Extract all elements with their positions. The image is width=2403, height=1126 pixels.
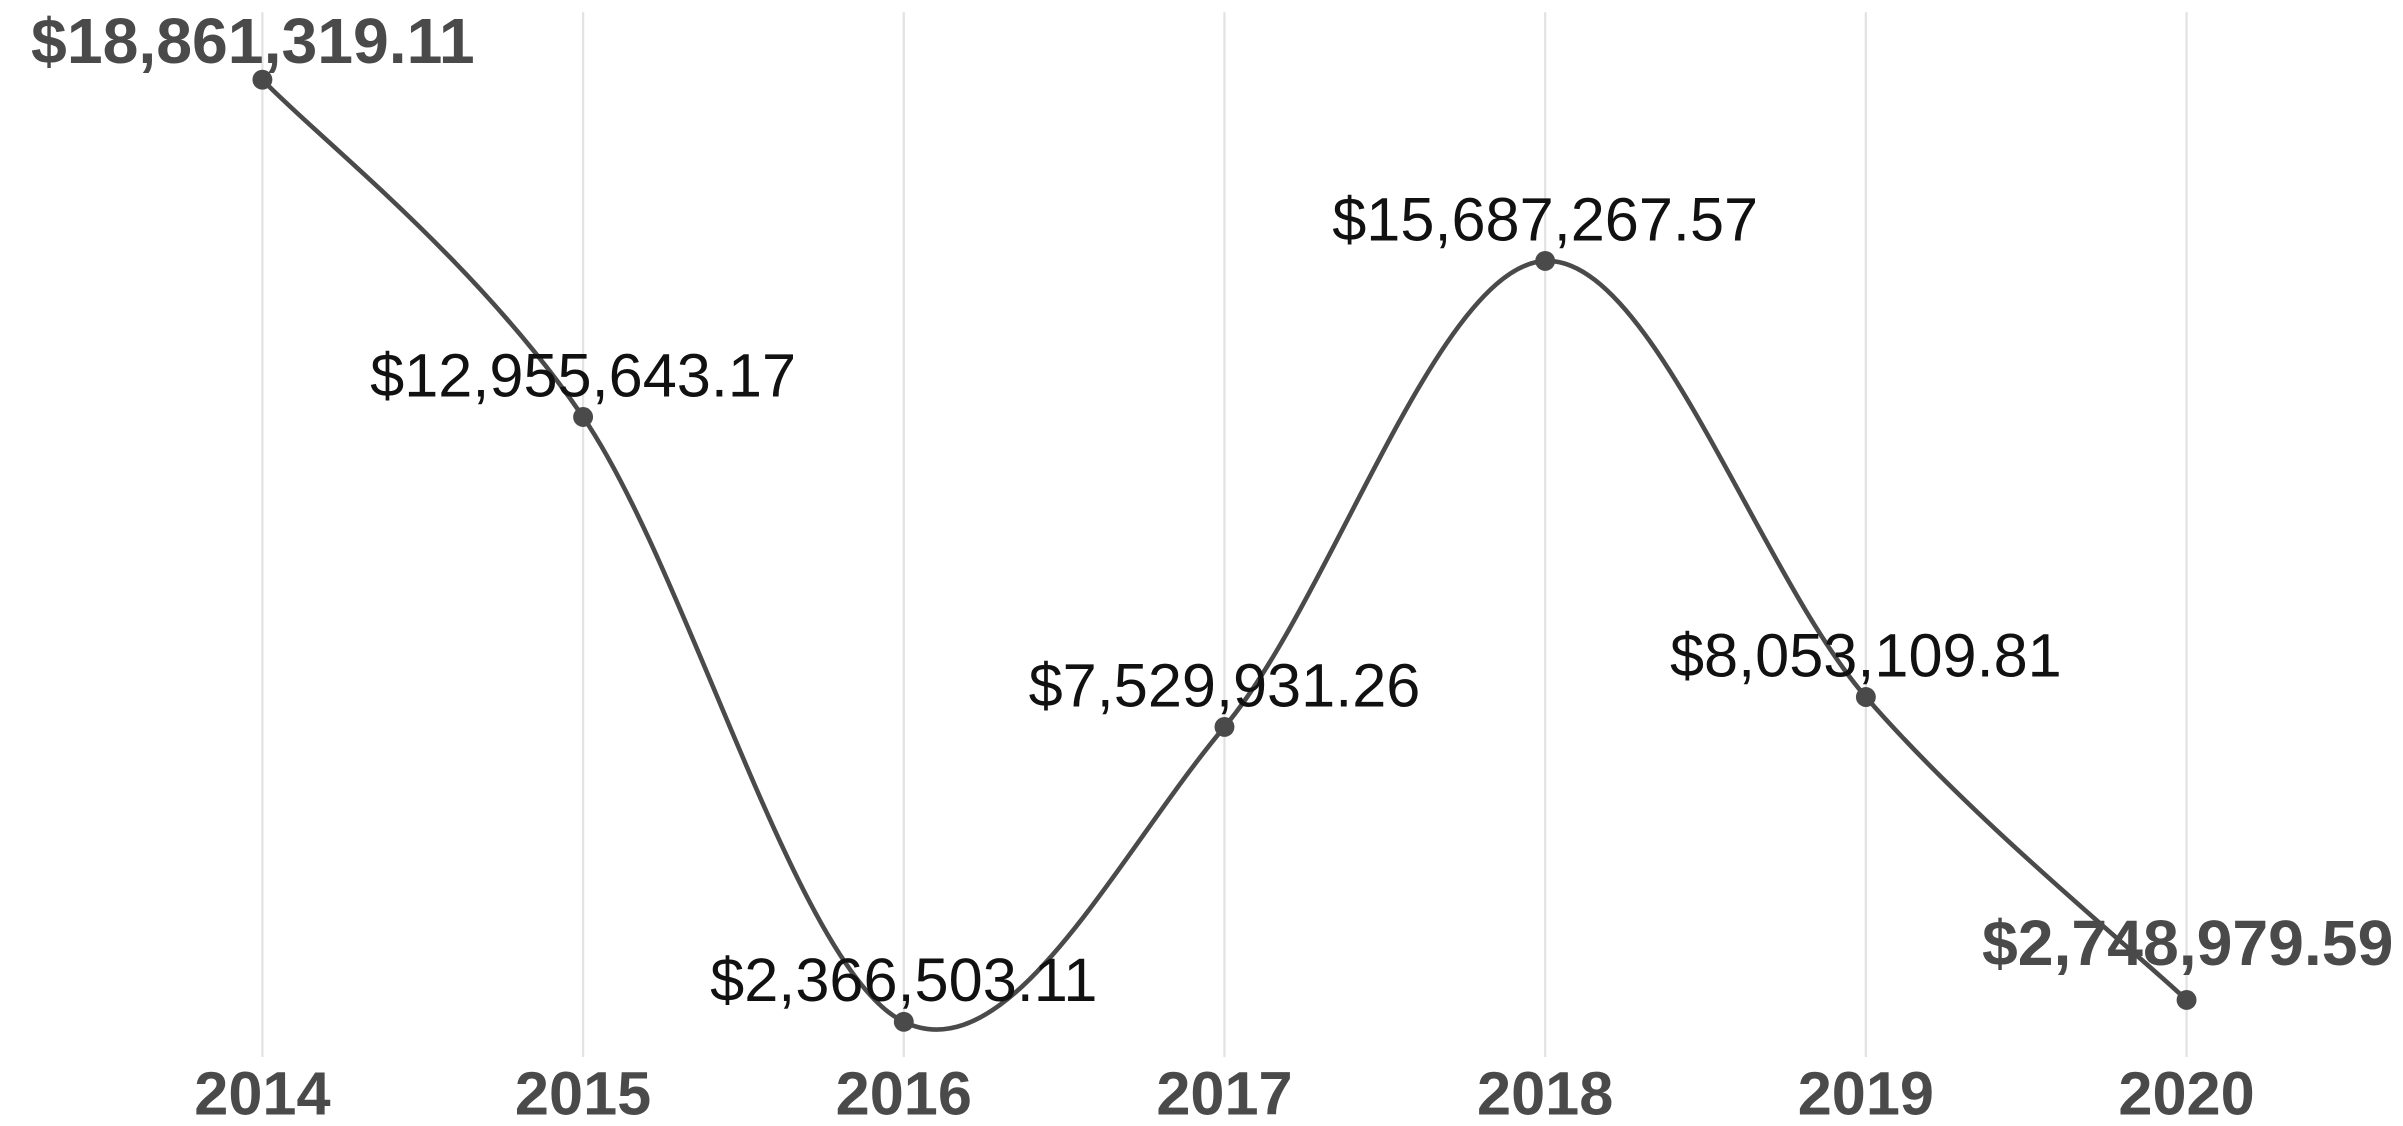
point (252, 69, 273, 90)
point (1214, 716, 1235, 737)
x-tick-label: 2017 (1156, 1060, 1292, 1126)
point (893, 1011, 914, 1032)
value-label: $18,861,319.11 (31, 5, 475, 77)
point (1535, 251, 1556, 271)
point (2176, 990, 2197, 1010)
x-tick-label: 2020 (2118, 1060, 2254, 1126)
x-tick-label: 2015 (515, 1060, 651, 1126)
value-label: $15,687,267.57 (1332, 185, 1758, 253)
x-tick-label: 2018 (1477, 1060, 1613, 1126)
value-label: $12,955,643.17 (370, 341, 796, 409)
value-label: $2,366,503.11 (710, 946, 1097, 1014)
value-label: $8,053,109.81 (1670, 621, 2062, 689)
point (1855, 687, 1876, 707)
value-label: $2,748,979.59 (1982, 907, 2393, 979)
x-tick-label: 2014 (194, 1060, 330, 1126)
x-tick-label: 2019 (1798, 1060, 1934, 1126)
x-tick-label: 2016 (836, 1060, 972, 1126)
point (573, 407, 594, 427)
value-label: $7,529,931.26 (1029, 651, 1421, 719)
